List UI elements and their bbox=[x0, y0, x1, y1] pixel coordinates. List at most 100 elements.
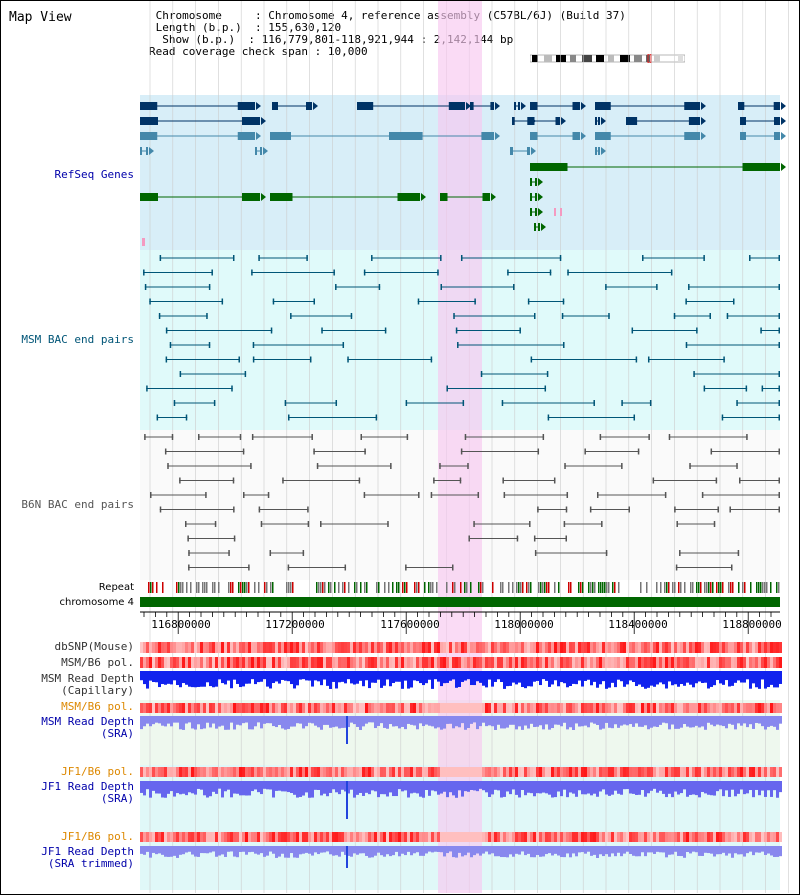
depth-bar bbox=[620, 781, 623, 795]
heat-cell bbox=[764, 767, 767, 777]
bac-end bbox=[473, 521, 475, 527]
track-label-b6n-bac[interactable]: B6N BAC end pairs bbox=[21, 498, 134, 511]
track-label-msm-bac[interactable]: MSM BAC end pairs bbox=[21, 333, 134, 346]
heat-cell bbox=[215, 832, 218, 842]
track-label-msm-depth-capillary[interactable]: MSM Read Depth (Capillary) bbox=[0, 673, 134, 697]
heat-cell bbox=[155, 832, 158, 842]
depth-bar bbox=[713, 846, 716, 857]
heat-cell bbox=[404, 832, 407, 842]
heat-cell bbox=[527, 642, 530, 653]
heat-cell bbox=[587, 767, 590, 777]
heat-cell bbox=[260, 767, 263, 777]
heat-cell bbox=[377, 703, 380, 713]
heat-cell bbox=[512, 703, 515, 713]
bac-end bbox=[149, 298, 151, 305]
repeat-mark bbox=[238, 582, 240, 593]
heat-cell bbox=[611, 657, 614, 668]
depth-bar bbox=[419, 716, 422, 724]
depth-bar bbox=[575, 846, 578, 857]
heat-cell bbox=[314, 657, 317, 668]
bac-end bbox=[387, 521, 389, 527]
heat-cell bbox=[737, 642, 740, 653]
depth-bar bbox=[635, 716, 638, 724]
track-label-jf1-depth-sra[interactable]: JF1 Read Depth (SRA) bbox=[0, 781, 134, 805]
depth-bar bbox=[254, 716, 257, 727]
heat-cell bbox=[434, 832, 437, 842]
depth-bar bbox=[479, 781, 482, 789]
depth-bar bbox=[401, 781, 404, 792]
track-label-jf1-depth-trimmed[interactable]: JF1 Read Depth (SRA trimmed) bbox=[0, 846, 134, 870]
depth-bar bbox=[767, 781, 770, 791]
depth-bar bbox=[497, 716, 500, 725]
depth-bar bbox=[713, 781, 716, 796]
repeat-mark bbox=[246, 582, 248, 593]
heat-cell bbox=[299, 832, 302, 842]
depth-bar bbox=[242, 716, 245, 724]
heat-cell bbox=[374, 657, 377, 668]
chromosome-ideogram[interactable] bbox=[530, 54, 685, 63]
bac-end bbox=[599, 434, 602, 440]
track-label-msm-b6-pol-2[interactable]: MSM/B6 pol. bbox=[61, 700, 134, 713]
heat-cell bbox=[359, 832, 362, 842]
bac-end bbox=[778, 371, 780, 377]
heat-cell bbox=[584, 703, 587, 713]
track-label-msm-b6-pol-1[interactable]: MSM/B6 pol. bbox=[61, 656, 134, 669]
depth-bar bbox=[773, 781, 776, 791]
depth-bar bbox=[659, 671, 662, 683]
heat-cell bbox=[527, 832, 530, 842]
gene-exon bbox=[595, 132, 611, 140]
heat-cell bbox=[452, 703, 455, 713]
depth-bar bbox=[668, 781, 671, 794]
bac-end bbox=[206, 313, 208, 319]
length-label: Length (b.p.) bbox=[155, 21, 242, 34]
heat-cell bbox=[338, 657, 341, 668]
heat-cell bbox=[356, 767, 359, 777]
depth-bar bbox=[638, 671, 641, 685]
track-label-refseq[interactable]: RefSeq Genes bbox=[54, 168, 134, 181]
app-title: Map View bbox=[9, 10, 72, 25]
heat-cell bbox=[692, 642, 695, 653]
heat-cell bbox=[245, 642, 248, 653]
depth-bar bbox=[500, 716, 503, 729]
heat-cell bbox=[596, 767, 599, 777]
heat-cell bbox=[383, 767, 386, 777]
track-label-jf1-b6-pol-2[interactable]: JF1/B6 pol. bbox=[61, 830, 134, 843]
heat-cell bbox=[239, 657, 242, 668]
heat-cell bbox=[380, 642, 383, 653]
depth-bar bbox=[515, 781, 518, 795]
track-label-dbsnp[interactable]: dbSNP(Mouse) bbox=[54, 640, 134, 653]
bac-end bbox=[417, 298, 420, 305]
heat-cell bbox=[569, 832, 572, 842]
depth-bar bbox=[584, 781, 587, 795]
depth-bar bbox=[302, 781, 305, 796]
depth-bar bbox=[650, 781, 653, 791]
depth-bar bbox=[581, 846, 584, 853]
track-label-msm-depth-sra[interactable]: MSM Read Depth (SRA) bbox=[0, 716, 134, 740]
depth-bar bbox=[185, 671, 188, 685]
heat-cell bbox=[206, 657, 209, 668]
heat-cell bbox=[143, 657, 146, 668]
depth-bar bbox=[563, 671, 566, 684]
heat-cell bbox=[185, 642, 188, 653]
depth-bar bbox=[170, 671, 173, 685]
depth-bar bbox=[485, 846, 488, 852]
label-line: MSM Read Depth bbox=[41, 715, 134, 728]
depth-bar bbox=[419, 846, 422, 856]
gene-exon bbox=[595, 102, 611, 110]
heat-cell bbox=[179, 642, 182, 653]
bac-end bbox=[165, 356, 168, 363]
bac-end bbox=[198, 434, 200, 440]
depth-bar bbox=[326, 846, 329, 852]
heat-cell bbox=[140, 642, 143, 653]
depth-bar bbox=[212, 671, 215, 688]
bac-end bbox=[460, 448, 463, 455]
depth-bar bbox=[455, 716, 458, 727]
gene-exon bbox=[481, 132, 494, 140]
heat-cell bbox=[662, 767, 665, 777]
heat-cell bbox=[566, 832, 569, 842]
bac-end bbox=[749, 255, 751, 261]
depth-bar bbox=[464, 846, 467, 856]
track-label-jf1-b6-pol-1[interactable]: JF1/B6 pol. bbox=[61, 765, 134, 778]
heat-cell bbox=[473, 767, 476, 777]
